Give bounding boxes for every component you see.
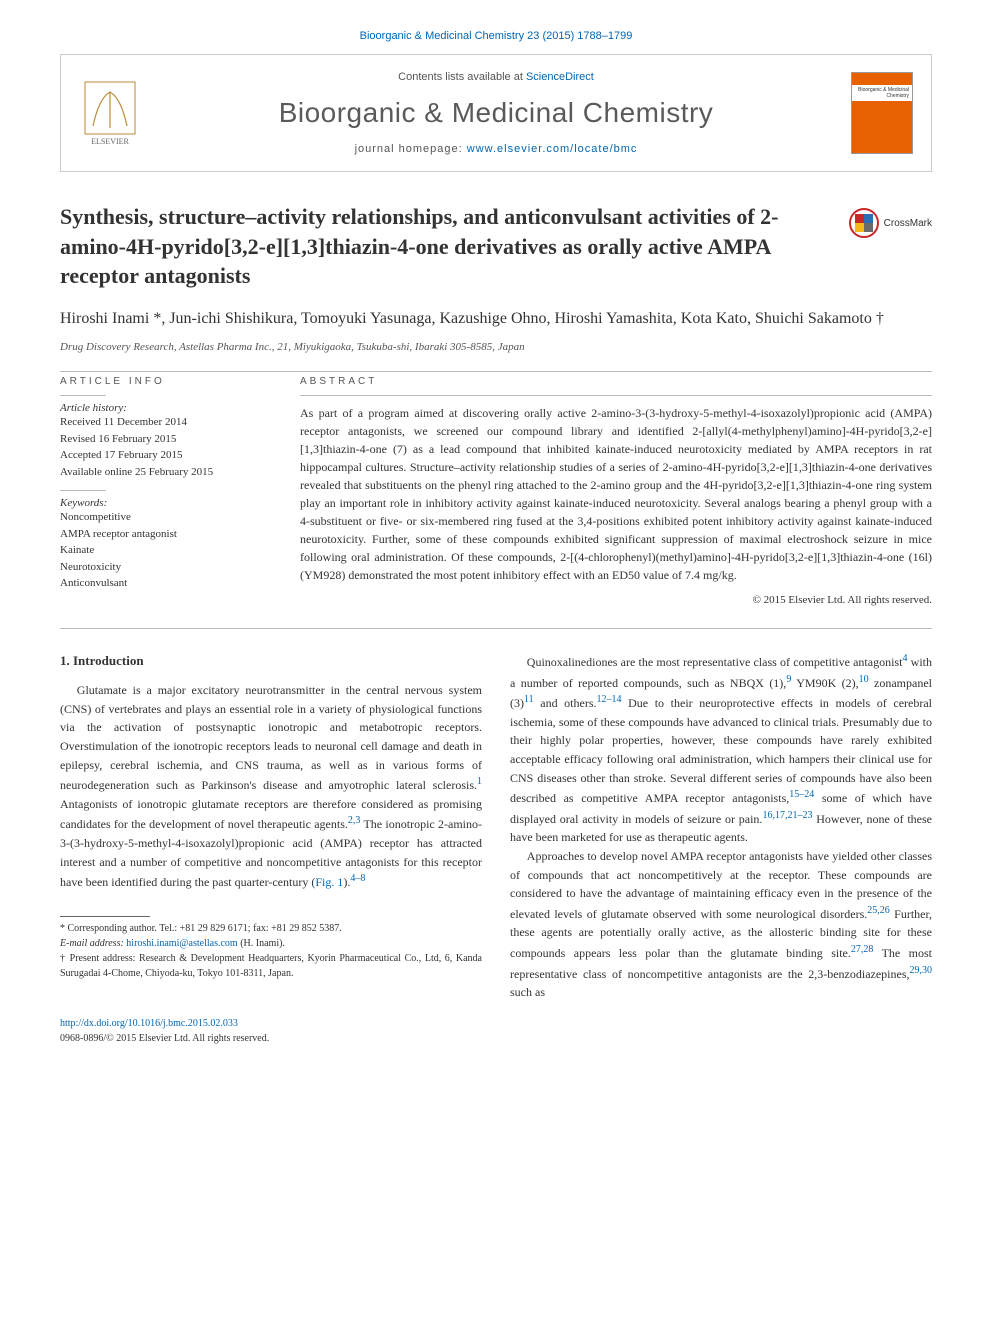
figure-link[interactable]: Fig. 1 xyxy=(315,875,343,889)
title-row: Synthesis, structure–activity relationsh… xyxy=(60,202,932,291)
svg-text:ELSEVIER: ELSEVIER xyxy=(91,137,129,146)
abstract-label: ABSTRACT xyxy=(300,376,932,387)
journal-homepage-line: journal homepage: www.elsevier.com/locat… xyxy=(81,143,911,155)
separator-rule xyxy=(300,395,932,396)
footnote-block: * Corresponding author. Tel.: +81 29 829… xyxy=(60,916,482,981)
ref-link[interactable]: 4–8 xyxy=(350,873,365,884)
ref-link[interactable]: 1 xyxy=(477,776,482,787)
body-text: Due to their neuroprotective effects in … xyxy=(510,696,932,805)
homepage-prefix: journal homepage: xyxy=(355,143,467,155)
email-link[interactable]: hiroshi.inami@astellas.com xyxy=(126,938,237,949)
article-info-label: ARTICLE INFO xyxy=(60,376,270,387)
introduction-heading: 1. Introduction xyxy=(60,651,482,671)
article-meta-row: ARTICLE INFO Article history: Received 1… xyxy=(60,376,932,606)
bottom-doi-bar: http://dx.doi.org/10.1016/j.bmc.2015.02.… xyxy=(60,1016,932,1046)
history-item: Accepted 17 February 2015 xyxy=(60,447,270,464)
keyword-item: Noncompetitive xyxy=(60,509,270,526)
keyword-item: Neurotoxicity xyxy=(60,559,270,576)
abstract-copyright: © 2015 Elsevier Ltd. All rights reserved… xyxy=(300,594,932,606)
body-text: Quinoxalinediones are the most represent… xyxy=(527,655,903,669)
article-title: Synthesis, structure–activity relationsh… xyxy=(60,202,829,291)
doi-link[interactable]: http://dx.doi.org/10.1016/j.bmc.2015.02.… xyxy=(60,1018,238,1029)
present-address-note: † Present address: Research & Developmen… xyxy=(60,951,482,981)
crossmark-icon xyxy=(849,208,879,238)
keyword-item: AMPA receptor antagonist xyxy=(60,526,270,543)
history-item: Revised 16 February 2015 xyxy=(60,431,270,448)
journal-name: Bioorganic & Medicinal Chemistry xyxy=(81,97,911,129)
body-paragraph: Glutamate is a major excitatory neurotra… xyxy=(60,681,482,892)
history-item: Received 11 December 2014 xyxy=(60,414,270,431)
homepage-link[interactable]: www.elsevier.com/locate/bmc xyxy=(467,143,638,155)
crossmark-badge[interactable]: CrossMark xyxy=(849,208,932,238)
footnote-rule xyxy=(60,916,150,917)
abstract-column: ABSTRACT As part of a program aimed at d… xyxy=(300,376,932,606)
ref-link[interactable]: 25,26 xyxy=(867,905,890,916)
elsevier-logo: ELSEVIER xyxy=(79,78,141,148)
abstract-text: As part of a program aimed at discoverin… xyxy=(300,404,932,584)
contents-prefix: Contents lists available at xyxy=(398,71,526,83)
body-text: Glutamate is a major excitatory neurotra… xyxy=(60,683,482,792)
keyword-item: Anticonvulsant xyxy=(60,575,270,592)
crossmark-label: CrossMark xyxy=(884,218,932,229)
citation-line: Bioorganic & Medicinal Chemistry 23 (201… xyxy=(60,30,932,42)
ref-link[interactable]: 16,17,21–23 xyxy=(762,810,812,821)
affiliation: Drug Discovery Research, Astellas Pharma… xyxy=(60,341,932,353)
body-text: YM90K (2), xyxy=(791,676,858,690)
body-two-column: 1. Introduction Glutamate is a major exc… xyxy=(60,651,932,1002)
short-rule xyxy=(60,395,106,396)
history-item: Available online 25 February 2015 xyxy=(60,464,270,481)
article-info-column: ARTICLE INFO Article history: Received 1… xyxy=(60,376,270,606)
ref-link[interactable]: 10 xyxy=(859,674,869,685)
short-rule xyxy=(60,490,106,491)
corresponding-author-note: * Corresponding author. Tel.: +81 29 829… xyxy=(60,921,482,936)
ref-link[interactable]: 27,28 xyxy=(851,944,874,955)
contents-available-line: Contents lists available at ScienceDirec… xyxy=(81,71,911,83)
body-text: such as xyxy=(510,985,545,999)
email-line: E-mail address: hiroshi.inami@astellas.c… xyxy=(60,936,482,951)
issn-copyright: 0968-0896/© 2015 Elsevier Ltd. All right… xyxy=(60,1033,269,1044)
ref-link[interactable]: 29,30 xyxy=(910,965,933,976)
body-paragraph: Quinoxalinediones are the most represent… xyxy=(510,651,932,847)
ref-link[interactable]: 12–14 xyxy=(597,694,622,705)
keyword-item: Kainate xyxy=(60,542,270,559)
separator-rule xyxy=(60,371,932,372)
sciencedirect-link[interactable]: ScienceDirect xyxy=(526,71,594,83)
journal-cover-thumbnail: Bioorganic & Medicinal Chemistry xyxy=(851,72,913,154)
body-text: and others. xyxy=(534,696,597,710)
journal-header-box: ELSEVIER Bioorganic & Medicinal Chemistr… xyxy=(60,54,932,172)
body-paragraph: Approaches to develop novel AMPA recepto… xyxy=(510,847,932,1002)
keywords-label: Keywords: xyxy=(60,497,270,509)
email-suffix: (H. Inami). xyxy=(238,938,285,949)
ref-link[interactable]: 2,3 xyxy=(348,815,361,826)
email-label: E-mail address: xyxy=(60,938,124,949)
authors-list: Hiroshi Inami *, Jun-ichi Shishikura, To… xyxy=(60,307,932,331)
ref-link[interactable]: 11 xyxy=(524,694,534,705)
history-label: Article history: xyxy=(60,402,270,414)
ref-link[interactable]: 15–24 xyxy=(789,789,814,800)
full-rule xyxy=(60,628,932,629)
